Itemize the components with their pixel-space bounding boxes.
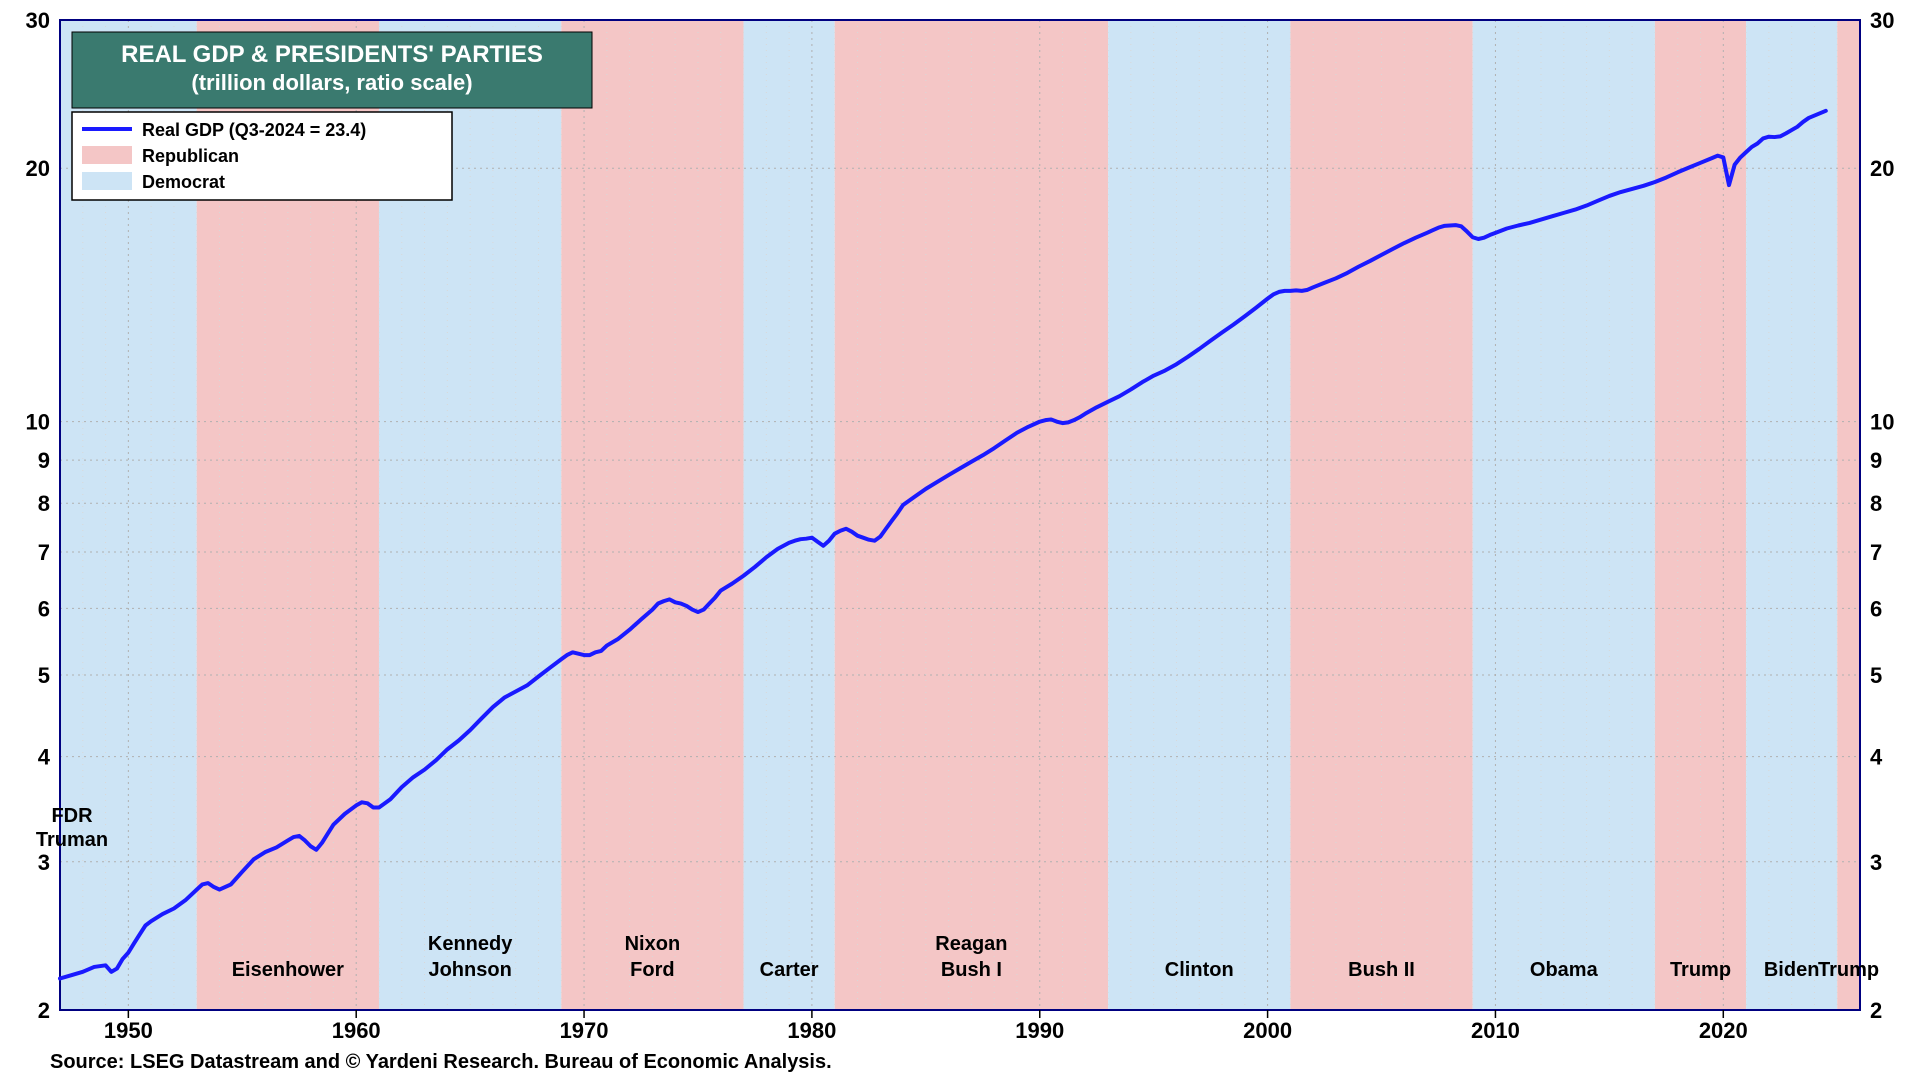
y-tick-label: 4 [38, 745, 51, 770]
chart-container: 2 3 4 5 6 7 8 9 10 20 30 2 3 4 5 6 7 8 9 10 20 30 1950 1960 1970… [0, 0, 1920, 1080]
y-tick-label: 30 [26, 8, 50, 33]
y-tick-label: 9 [38, 448, 50, 473]
y-tick-label-right: 8 [1870, 491, 1882, 516]
y-tick-label-right: 3 [1870, 850, 1882, 875]
y-tick-label: 7 [38, 540, 50, 565]
legend-label: Democrat [142, 172, 225, 192]
x-tick-label: 2000 [1243, 1018, 1292, 1043]
y-tick-label-right: 2 [1870, 998, 1882, 1023]
x-tick-label: 1980 [787, 1018, 836, 1043]
party-band [835, 20, 1108, 1010]
president-label: FDR [51, 805, 93, 827]
president-label: Carter [760, 959, 819, 981]
x-tick-label: 1970 [560, 1018, 609, 1043]
president-label: Clinton [1165, 959, 1234, 981]
president-label: Kennedy [428, 933, 513, 955]
y-tick-label-right: 5 [1870, 663, 1882, 688]
gdp-chart-svg: 2 3 4 5 6 7 8 9 10 20 30 2 3 4 5 6 7 8 9 10 20 30 1950 1960 1970… [0, 0, 1920, 1080]
y-tick-label-right: 6 [1870, 596, 1882, 621]
y-tick-label: 5 [38, 663, 50, 688]
y-tick-label-right: 20 [1870, 156, 1894, 181]
president-label: Nixon [625, 933, 681, 955]
president-label: Reagan [935, 933, 1007, 955]
y-tick-label-right: 4 [1870, 745, 1883, 770]
legend-color-swatch [82, 146, 132, 164]
y-tick-label: 2 [38, 998, 50, 1023]
president-label: Johnson [428, 959, 511, 981]
x-tick-label: 1960 [332, 1018, 381, 1043]
y-tick-label-right: 30 [1870, 8, 1894, 33]
x-tick-label: 1990 [1015, 1018, 1064, 1043]
president-label: Ford [630, 959, 674, 981]
chart-title-line2: (trillion dollars, ratio scale) [191, 70, 472, 95]
president-label: Truman [36, 829, 108, 851]
legend-label: Real GDP (Q3-2024 = 23.4) [142, 120, 366, 140]
president-label: Trump [1670, 959, 1731, 981]
x-tick-label: 1950 [104, 1018, 153, 1043]
y-tick-label: 8 [38, 491, 50, 516]
president-label: Bush I [941, 959, 1002, 981]
y-tick-label-right: 7 [1870, 540, 1882, 565]
president-label: Trump [1818, 959, 1879, 981]
legend-color-swatch [82, 172, 132, 190]
president-label: Bush II [1348, 959, 1415, 981]
president-label: Eisenhower [232, 959, 344, 981]
y-tick-label: 3 [38, 850, 50, 875]
president-label: Biden [1764, 959, 1820, 981]
x-tick-label: 2020 [1699, 1018, 1748, 1043]
legend-label: Republican [142, 146, 239, 166]
y-tick-label: 20 [26, 156, 50, 181]
source-attribution: Source: LSEG Datastream and © Yardeni Re… [50, 1051, 832, 1073]
chart-title-line1: REAL GDP & PRESIDENTS' PARTIES [121, 41, 543, 68]
y-tick-label-right: 9 [1870, 448, 1882, 473]
y-tick-label-right: 10 [1870, 410, 1894, 435]
y-tick-label: 10 [26, 410, 50, 435]
y-tick-label: 6 [38, 596, 50, 621]
president-label: Obama [1530, 959, 1599, 981]
x-tick-label: 2010 [1471, 1018, 1520, 1043]
